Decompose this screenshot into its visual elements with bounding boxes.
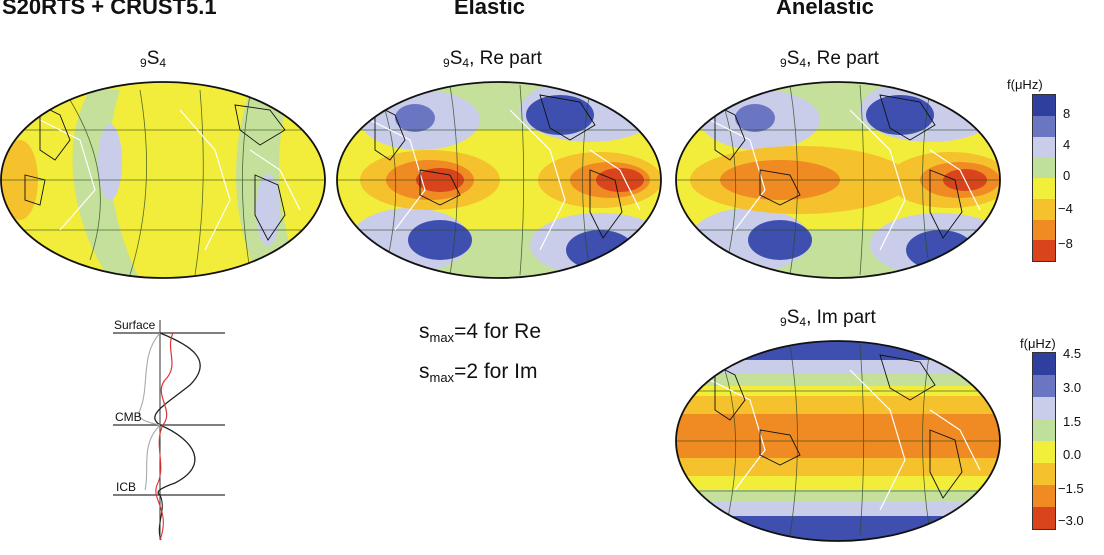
colorbar-segment (1033, 136, 1055, 158)
map-title-elastic-re: 9S4, Re part (443, 48, 542, 70)
colorbar-segment (1033, 115, 1055, 137)
colorbar-segment (1033, 178, 1055, 199)
colorbar-segment (1033, 157, 1055, 178)
colorbar-segment (1033, 485, 1055, 507)
colorbar-segment (1033, 463, 1055, 485)
colorbar-im-tick: −1.5 (1058, 481, 1084, 496)
radial-profile (113, 320, 225, 541)
map-title-anelastic-re: 9S4, Re part (780, 48, 879, 70)
profile-label-surface: Surface (114, 318, 156, 332)
colorbar-segment (1033, 441, 1055, 463)
colorbar-im-tick: 0.0 (1063, 447, 1082, 462)
colorbar-re-tick: 0 (1063, 168, 1071, 183)
colorbar-re (1032, 94, 1056, 262)
colorbar-title-re: f(μHz) (1007, 77, 1043, 92)
column-title-model: S20RTS + CRUST5.1 (2, 0, 217, 19)
colorbar-segment (1033, 95, 1055, 116)
map-anelastic-re (676, 82, 1000, 278)
colorbar-segment (1033, 353, 1055, 375)
profile-label-icb: ICB (116, 480, 137, 494)
colorbar-segment (1033, 397, 1055, 419)
colorbar-im-tick: 1.5 (1063, 414, 1082, 429)
colorbar-segment (1033, 419, 1055, 441)
colorbar-re-tick: 8 (1063, 106, 1071, 121)
column-title-elastic: Elastic (454, 0, 525, 19)
map-title-model: 9S4 (140, 48, 167, 70)
colorbar-title-im: f(μHz) (1020, 336, 1056, 351)
colorbar-re-tick: −8 (1058, 236, 1073, 251)
map-anelastic-im (676, 341, 1000, 541)
colorbar-segment (1033, 240, 1055, 261)
colorbar-re-tick: −4 (1058, 201, 1073, 216)
column-title-anelastic: Anelastic (776, 0, 874, 19)
profile-label-cmb: CMB (115, 410, 142, 424)
colorbar-im-tick: 3.0 (1063, 380, 1082, 395)
colorbar-im-tick: −3.0 (1058, 513, 1084, 528)
colorbar-segment (1033, 219, 1055, 241)
map-elastic-re (337, 82, 661, 278)
colorbar-im (1032, 352, 1056, 530)
colorbar-segment (1033, 507, 1055, 529)
colorbar-im-tick: 4.5 (1063, 346, 1082, 361)
colorbar-segment (1033, 375, 1055, 397)
map-title-anelastic-im: 9S4, Im part (780, 307, 876, 329)
note-im: smax=2 for Im (419, 360, 538, 385)
colorbar-re-tick: 4 (1063, 137, 1071, 152)
note-re: smax=4 for Re (419, 320, 542, 345)
colorbar-segment (1033, 198, 1055, 220)
